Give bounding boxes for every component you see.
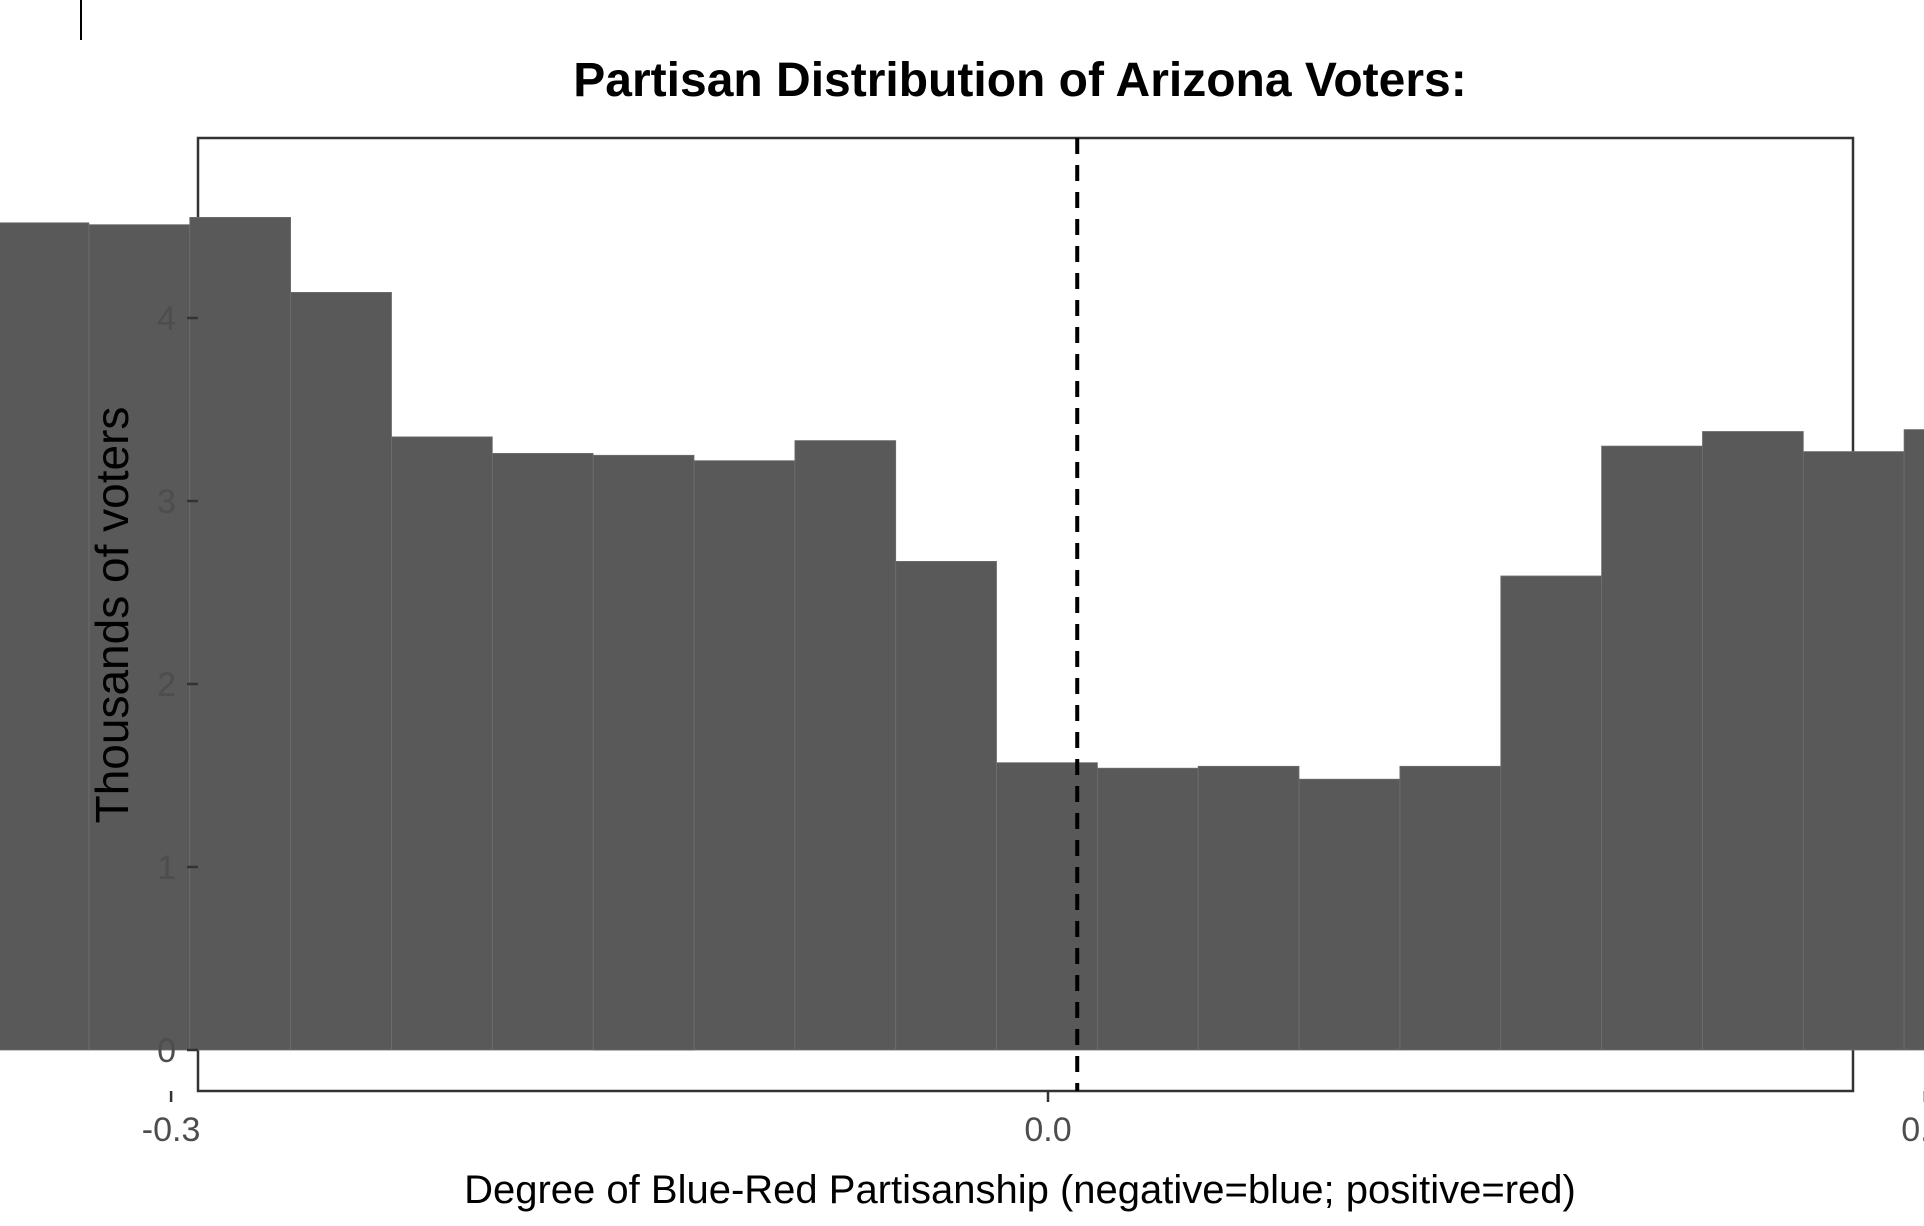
x-axis-title: Degree of Blue-Red Partisanship (negativ…	[464, 1168, 1576, 1212]
histogram-bar	[693, 460, 796, 1051]
histogram-bar	[1197, 765, 1300, 1051]
histogram-bar	[189, 216, 292, 1051]
x-tick-label: 0.0	[1024, 1111, 1071, 1149]
y-axis-title: Thousands of voters	[86, 407, 138, 824]
y-tick-label: 0	[157, 1032, 176, 1070]
y-axis: 0 1 2 3 4	[157, 300, 198, 1070]
histogram-bar	[1802, 451, 1905, 1051]
y-tick-label: 4	[157, 300, 176, 338]
histogram-bar	[794, 440, 897, 1051]
histogram-bar	[1399, 765, 1502, 1051]
x-tick-label: 0.3	[1901, 1111, 1924, 1149]
histogram-bar	[290, 291, 392, 1051]
text-cursor	[80, 0, 82, 40]
x-axis: -0.3 0.0 0.3	[142, 1091, 1924, 1149]
histogram-bar	[1500, 575, 1603, 1051]
histogram-bar	[88, 224, 191, 1051]
histogram-bar	[592, 454, 695, 1051]
bars-group	[0, 216, 1924, 1051]
histogram-bar	[895, 561, 997, 1051]
histogram-bar	[491, 452, 594, 1051]
y-tick-label: 1	[157, 849, 176, 887]
y-tick-label: 3	[157, 483, 176, 521]
histogram-bar	[391, 436, 493, 1051]
histogram-bar	[1298, 778, 1401, 1051]
histogram-bar	[1097, 767, 1199, 1051]
chart-title: Partisan Distribution of Arizona Voters:	[573, 54, 1466, 107]
histogram-bar	[1601, 445, 1703, 1051]
y-tick-label: 2	[157, 666, 176, 704]
histogram-bar	[0, 222, 90, 1051]
x-tick-label: -0.3	[142, 1111, 201, 1149]
histogram-bar	[996, 762, 1098, 1051]
histogram-bar	[1702, 431, 1804, 1051]
histogram-bar	[1903, 429, 1924, 1051]
